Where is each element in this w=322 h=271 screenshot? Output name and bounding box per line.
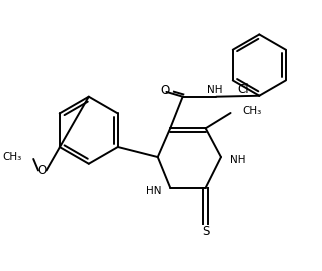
Text: CH₃: CH₃: [3, 152, 22, 162]
Text: O: O: [37, 164, 46, 177]
Text: O: O: [161, 85, 170, 98]
Text: Cl: Cl: [238, 83, 249, 96]
Text: NH: NH: [230, 155, 245, 165]
Text: NH: NH: [206, 85, 222, 95]
Text: CH₃: CH₃: [242, 106, 261, 116]
Text: S: S: [202, 225, 209, 238]
Text: HN: HN: [146, 186, 162, 196]
